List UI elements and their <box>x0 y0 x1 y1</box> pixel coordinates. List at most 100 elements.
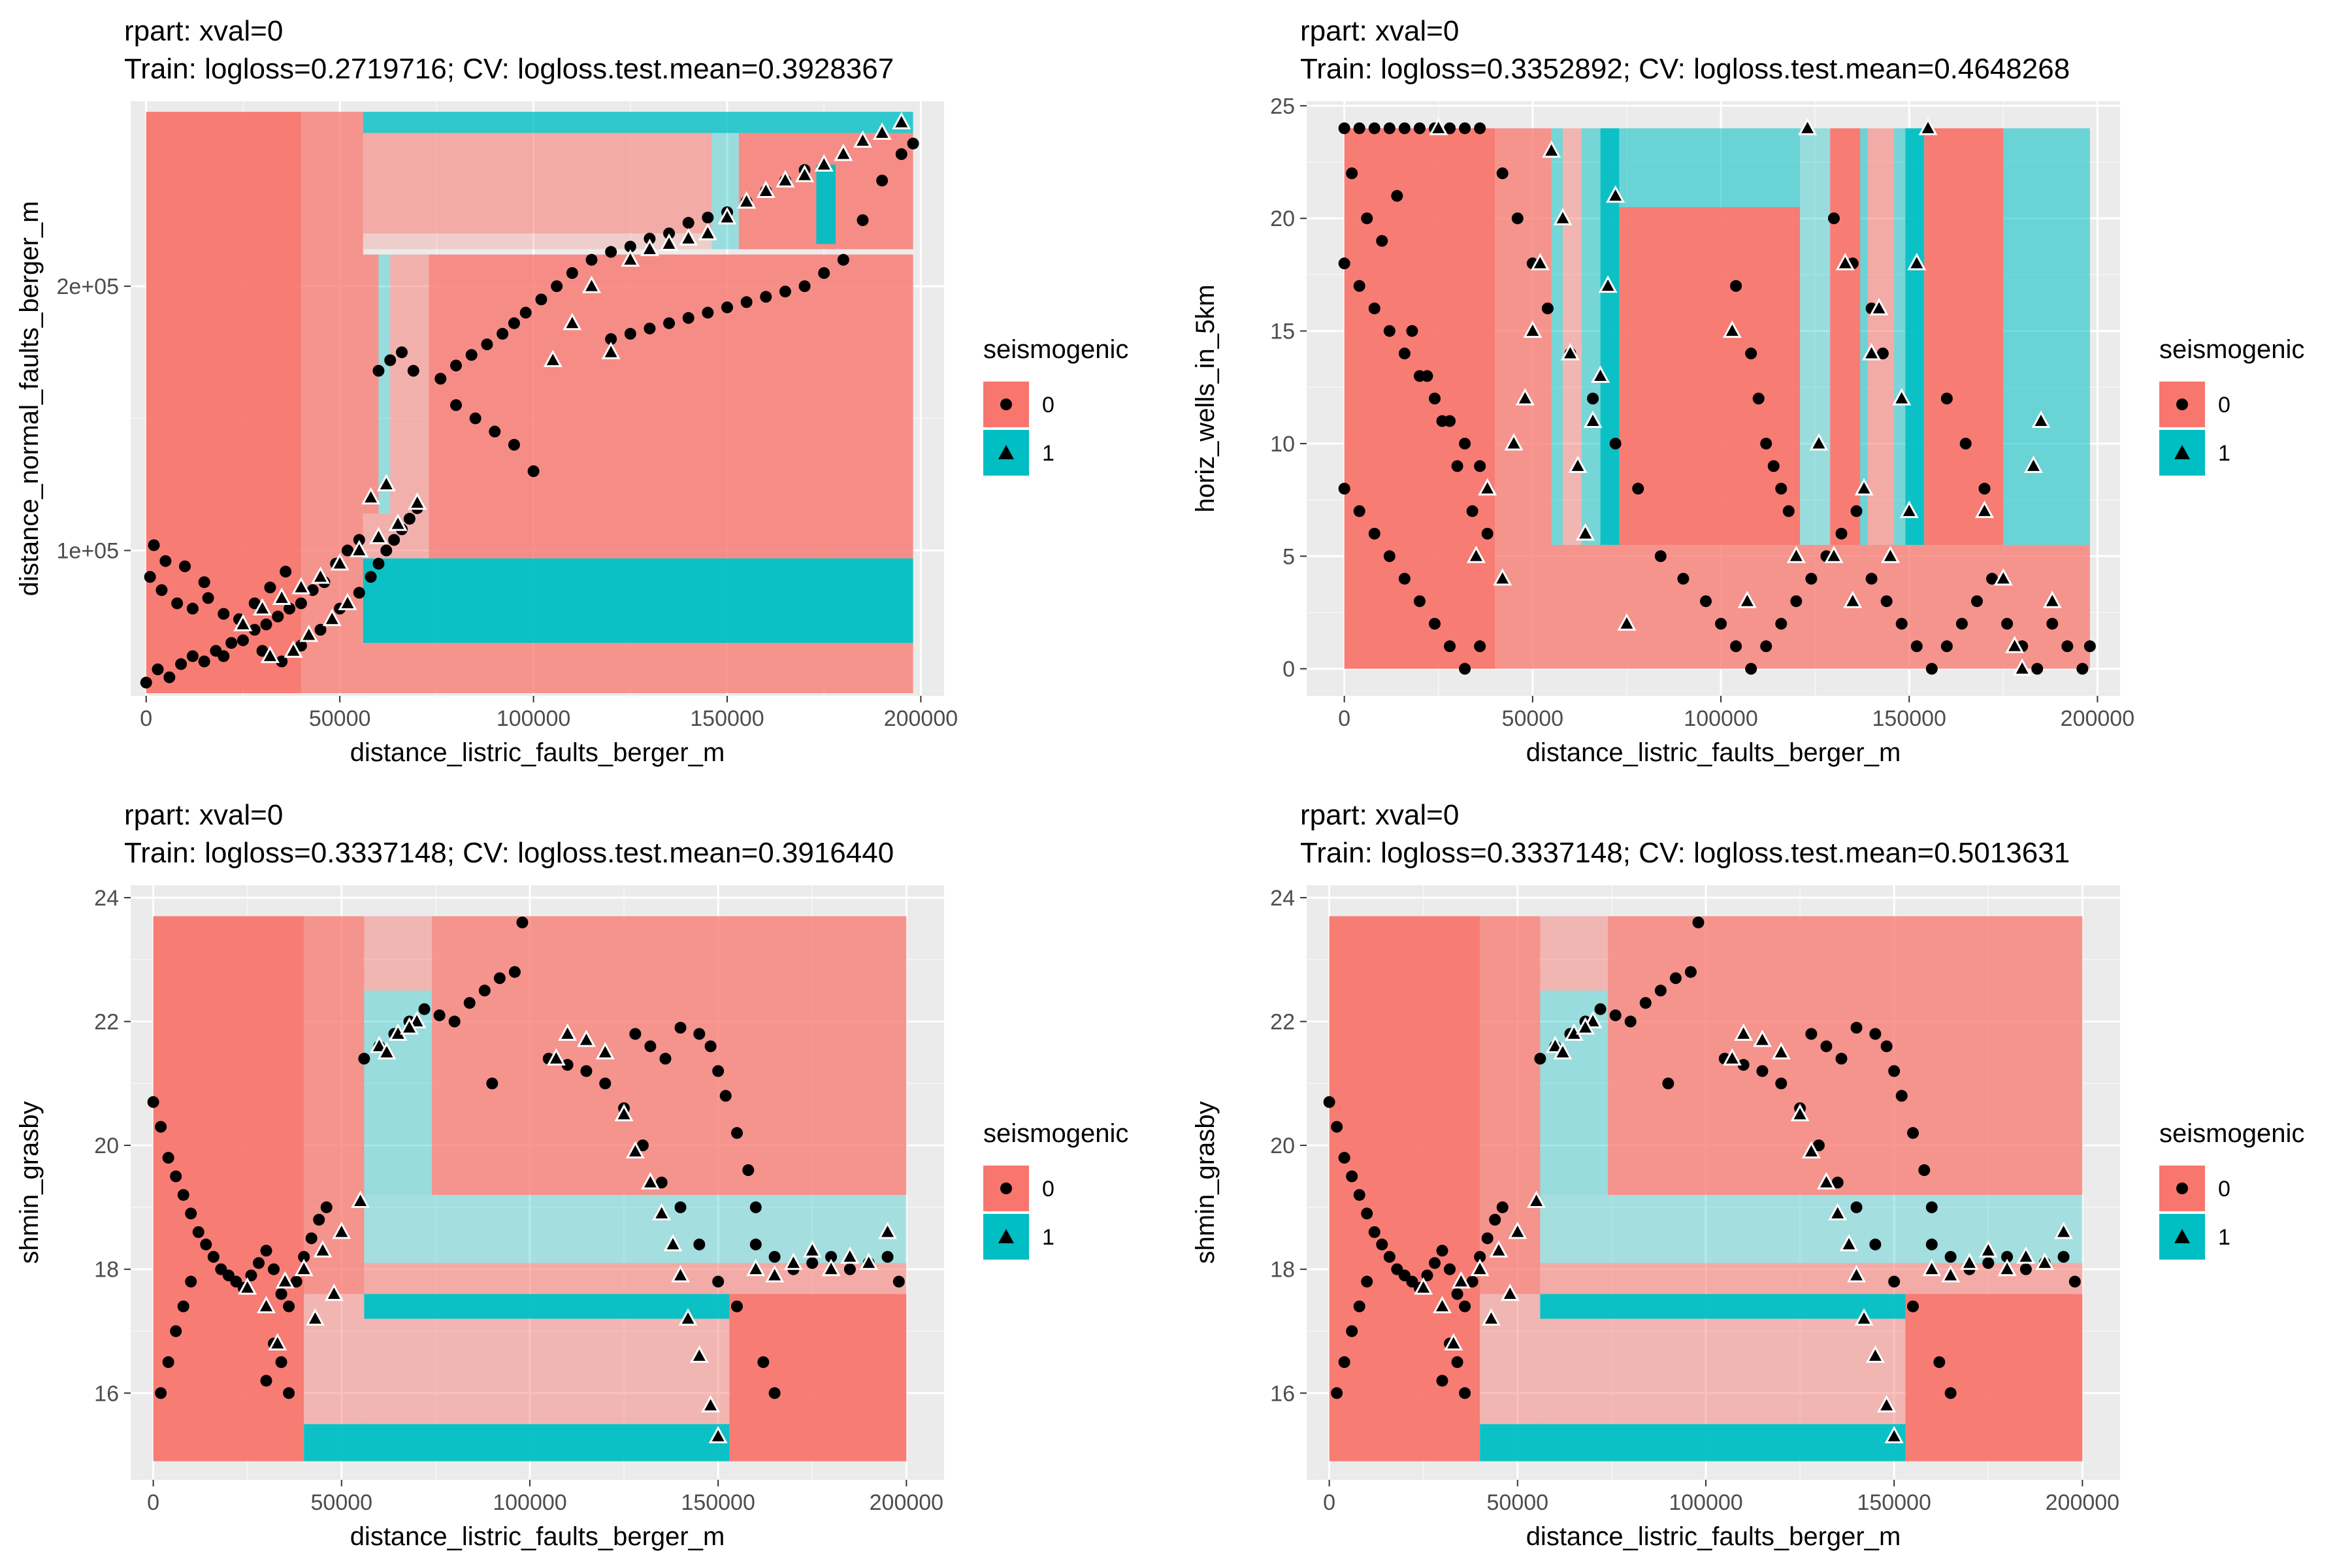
point-class-1 <box>1432 1296 1452 1314</box>
point-class-0 <box>155 1120 167 1133</box>
y-tick-label: 1e+05 <box>57 539 120 564</box>
point-class-0 <box>1906 1300 1919 1313</box>
point-class-0 <box>798 280 811 293</box>
point-class-0 <box>225 637 238 649</box>
decision-region-class-1 <box>363 112 913 133</box>
point-class-1 <box>872 122 892 140</box>
point-class-0 <box>1451 1356 1463 1368</box>
point-class-0 <box>1466 505 1478 517</box>
point-class-0 <box>892 1275 905 1288</box>
point-class-0 <box>1436 1245 1448 1257</box>
point-class-0 <box>1346 167 1358 180</box>
point-class-0 <box>298 1250 310 1263</box>
point-class-1 <box>737 191 757 209</box>
point-class-0 <box>434 372 447 385</box>
point-class-0 <box>450 399 462 412</box>
point-class-0 <box>275 1356 287 1368</box>
point-class-0 <box>162 1356 174 1368</box>
point-class-1 <box>1869 297 1889 316</box>
decision-region-class-0 <box>364 1263 907 1294</box>
point-class-1 <box>1508 1221 1527 1239</box>
point-class-0 <box>1474 122 1486 135</box>
point-class-0 <box>1865 572 1878 585</box>
point-class-1 <box>1892 387 1912 406</box>
legend-circle-icon <box>1000 399 1012 410</box>
point-class-1 <box>717 206 737 225</box>
point-class-0 <box>674 1201 687 1213</box>
point-class-0 <box>342 544 353 557</box>
point-class-1 <box>1583 410 1603 428</box>
point-class-0 <box>155 1387 167 1399</box>
point-class-0 <box>659 1053 672 1065</box>
point-class-1 <box>558 1023 578 1041</box>
point-class-1 <box>1997 1258 2017 1277</box>
point-class-0 <box>1376 1238 1388 1250</box>
y-axis-label: shmin_grasby <box>15 1101 44 1264</box>
point-class-0 <box>171 597 184 610</box>
point-class-1 <box>1865 1345 1885 1363</box>
point-class-0 <box>1820 1040 1833 1053</box>
y-tick-label: 18 <box>1270 1258 1295 1282</box>
point-class-0 <box>1669 972 1682 985</box>
point-class-0 <box>248 597 261 610</box>
point-class-0 <box>1323 1096 1335 1108</box>
point-class-0 <box>1338 257 1350 270</box>
point-class-0 <box>1978 482 1991 495</box>
point-class-1 <box>233 613 253 632</box>
point-class-1 <box>1854 1308 1874 1326</box>
point-class-0 <box>1474 460 1486 472</box>
point-class-1 <box>1617 613 1637 631</box>
point-class-0 <box>177 1188 189 1201</box>
x-tick-label: 50000 <box>1502 706 1564 731</box>
point-class-0 <box>1346 1325 1358 1337</box>
point-class-1 <box>679 228 698 246</box>
point-class-1 <box>1737 591 1757 608</box>
point-class-0 <box>768 1387 781 1399</box>
decision-region-class-0 <box>1830 128 1861 546</box>
point-class-0 <box>283 1300 295 1313</box>
x-tick-label: 150000 <box>690 706 764 731</box>
point-class-1 <box>330 553 350 571</box>
point-class-0 <box>218 608 230 620</box>
point-class-0 <box>693 1028 706 1040</box>
point-class-0 <box>284 602 296 615</box>
x-tick-label: 150000 <box>1857 1490 1931 1515</box>
point-class-1 <box>2054 1221 2074 1239</box>
point-class-0 <box>636 1139 649 1152</box>
point-class-0 <box>599 1077 612 1090</box>
point-class-0 <box>275 1288 287 1300</box>
point-class-1 <box>765 1265 785 1282</box>
point-class-1 <box>1527 1190 1546 1208</box>
decision-region-class-0 <box>1540 1263 2083 1294</box>
point-class-1 <box>698 223 717 240</box>
point-class-0 <box>1368 122 1380 135</box>
point-class-1 <box>260 645 280 663</box>
point-class-0 <box>561 1058 574 1071</box>
point-class-0 <box>1421 1269 1433 1282</box>
x-tick-label: 200000 <box>884 706 958 731</box>
point-class-1 <box>1884 1426 1904 1444</box>
legend-title: seismogenic <box>2159 1119 2304 1148</box>
point-class-0 <box>508 317 520 329</box>
point-class-0 <box>1338 1152 1350 1164</box>
decision-region-class-1 <box>1480 1424 1906 1462</box>
point-class-1 <box>1568 455 1588 473</box>
point-class-1 <box>821 1258 841 1277</box>
legend-triangle-icon <box>998 1229 1014 1243</box>
point-class-0 <box>162 1152 174 1164</box>
point-class-0 <box>1944 1250 1957 1263</box>
point-class-0 <box>140 676 152 689</box>
point-class-0 <box>742 1164 755 1177</box>
chart-title: rpart: xval=0 <box>124 799 283 831</box>
point-class-0 <box>1831 1177 1844 1188</box>
point-class-0 <box>1481 527 1494 540</box>
point-class-0 <box>1444 122 1456 135</box>
point-class-0 <box>384 354 397 367</box>
point-class-1 <box>640 238 659 256</box>
decision-region-class-0 <box>429 254 913 559</box>
point-class-1 <box>351 1190 370 1208</box>
point-class-0 <box>1459 122 1471 135</box>
point-class-1 <box>2016 1246 2036 1264</box>
point-class-0 <box>481 338 493 351</box>
point-class-1 <box>576 1029 596 1047</box>
